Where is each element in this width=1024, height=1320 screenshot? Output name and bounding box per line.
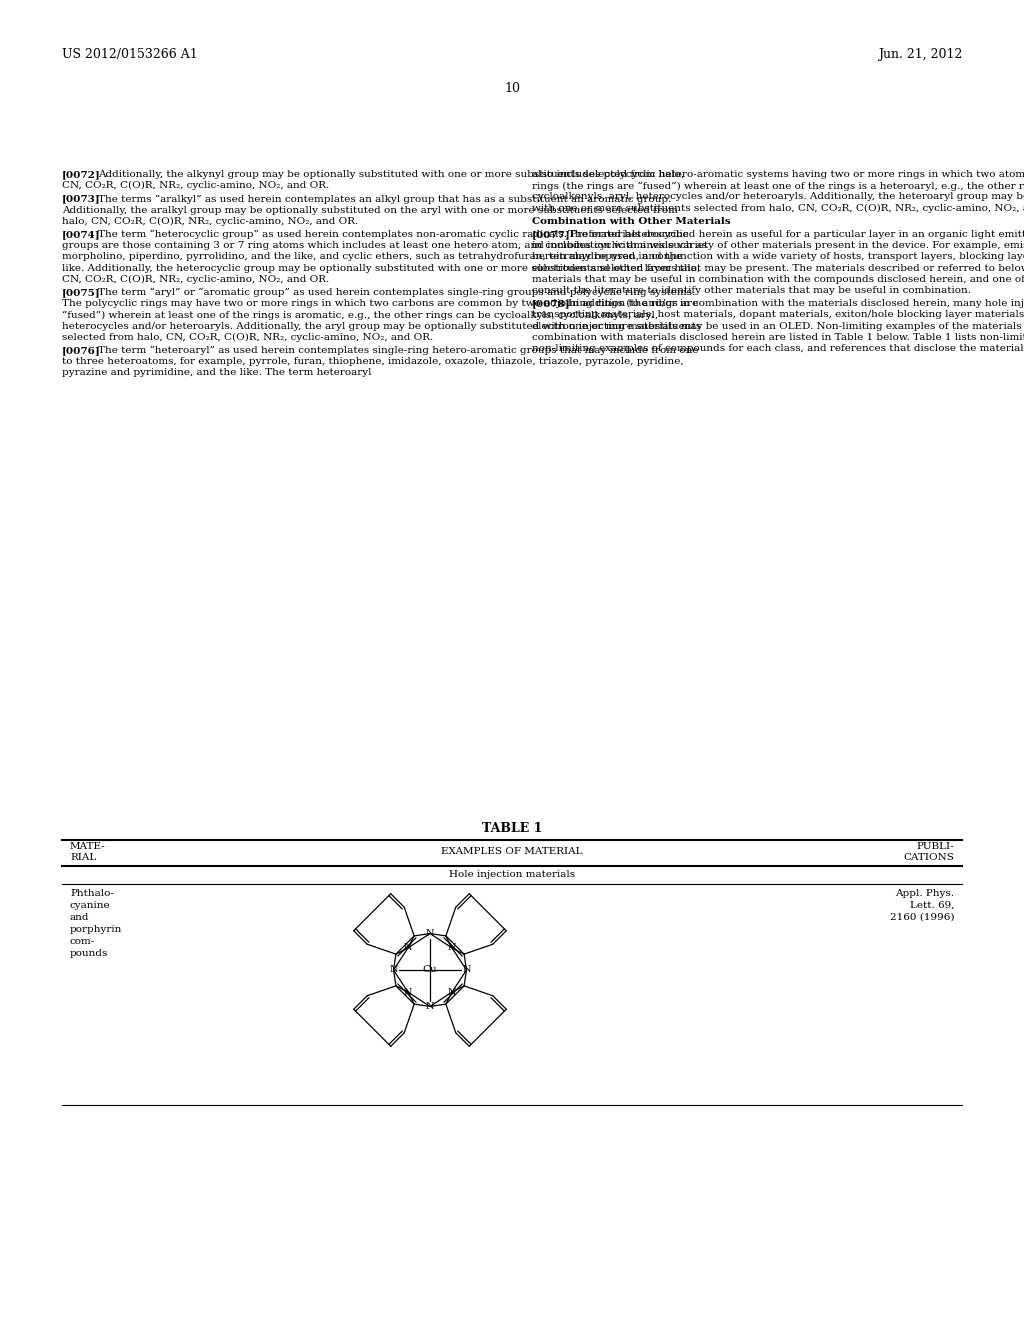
Text: like. Additionally, the heterocyclic group may be optionally substituted with on: like. Additionally, the heterocyclic gro…	[62, 264, 700, 273]
Text: The term “heteroaryl” as used herein contemplates single-ring hetero-aromatic gr: The term “heteroaryl” as used herein con…	[98, 346, 698, 355]
Text: com-: com-	[70, 937, 95, 946]
Text: The term “aryl” or “aromatic group” as used herein contemplates single-ring grou: The term “aryl” or “aromatic group” as u…	[98, 288, 695, 297]
Text: [0074]: [0074]	[62, 230, 100, 239]
Text: MATE-: MATE-	[70, 842, 105, 851]
Text: CATIONS: CATIONS	[903, 853, 954, 862]
Text: Phthalo-: Phthalo-	[70, 888, 114, 898]
Text: transporting materials, host materials, dopant materials, exiton/hole blocking l: transporting materials, host materials, …	[532, 310, 1024, 319]
Text: N: N	[389, 965, 397, 974]
Text: EXAMPLES OF MATERIAL: EXAMPLES OF MATERIAL	[441, 847, 583, 855]
Text: electrodes and other layers that may be present. The materials described or refe: electrodes and other layers that may be …	[532, 264, 1024, 273]
Text: cyanine: cyanine	[70, 902, 111, 909]
Text: halo, CN, CO₂R, C(O)R, NR₂, cyclic-amino, NO₂, and OR.: halo, CN, CO₂R, C(O)R, NR₂, cyclic-amino…	[62, 216, 358, 226]
Text: to three heteroatoms, for example, pyrrole, furan, thiophene, imidazole, oxazole: to three heteroatoms, for example, pyrro…	[62, 358, 684, 366]
Text: Jun. 21, 2012: Jun. 21, 2012	[878, 48, 962, 61]
Text: in combination with a wide variety of other materials present in the device. For: in combination with a wide variety of ot…	[532, 242, 1024, 251]
Text: also includes polycyclic hetero-aromatic systems having two or more rings in whi: also includes polycyclic hetero-aromatic…	[532, 170, 1024, 180]
Text: N: N	[426, 929, 434, 939]
Text: Combination with Other Materials: Combination with Other Materials	[532, 216, 731, 226]
Text: N: N	[447, 987, 457, 997]
Text: [0076]: [0076]	[62, 346, 100, 355]
Text: pyrazine and pyrimidine, and the like. The term heteroaryl: pyrazine and pyrimidine, and the like. T…	[62, 368, 372, 378]
Text: Additionally, the aralkyl group may be optionally substituted on the aryl with o: Additionally, the aralkyl group may be o…	[62, 206, 678, 215]
Text: RIAL: RIAL	[70, 853, 96, 862]
Text: heterocycles and/or heteroaryls. Additionally, the aryl group may be optionally : heterocycles and/or heteroaryls. Additio…	[62, 322, 701, 330]
Text: N: N	[403, 987, 413, 997]
Text: non-limiting examples of compounds for each class, and references that disclose : non-limiting examples of compounds for e…	[532, 345, 1024, 352]
Text: US 2012/0153266 A1: US 2012/0153266 A1	[62, 48, 198, 61]
Text: [0077]: [0077]	[532, 230, 570, 239]
Text: N: N	[403, 944, 413, 953]
Text: herein may be used in conjunction with a wide variety of hosts, transport layers: herein may be used in conjunction with a…	[532, 252, 1024, 261]
Text: materials that may be useful in combination with the compounds disclosed herein,: materials that may be useful in combinat…	[532, 275, 1024, 284]
Text: PUBLI-: PUBLI-	[916, 842, 954, 851]
Text: [0072]: [0072]	[62, 170, 100, 180]
Text: [0078]: [0078]	[532, 300, 570, 308]
Text: 10: 10	[504, 82, 520, 95]
Text: morpholino, piperdino, pyrrolidino, and the like, and cyclic ethers, such as tet: morpholino, piperdino, pyrrolidino, and …	[62, 252, 682, 261]
Text: consult the literature to identify other materials that may be useful in combina: consult the literature to identify other…	[532, 286, 971, 294]
Text: combination with materials disclosed herein are listed in Table 1 below. Table 1: combination with materials disclosed her…	[532, 333, 1024, 342]
Text: Lett. 69,: Lett. 69,	[909, 902, 954, 909]
Text: Additionally, the alkynyl group may be optionally substituted with one or more s: Additionally, the alkynyl group may be o…	[98, 170, 684, 180]
Text: The polycyclic rings may have two or more rings in which two carbons are common : The polycyclic rings may have two or mor…	[62, 300, 698, 309]
Text: N: N	[462, 965, 471, 974]
Text: In addition to and/or in combination with the materials disclosed herein, many h: In addition to and/or in combination wit…	[568, 300, 1024, 308]
Text: CN, CO₂R, C(O)R, NR₂, cyclic-amino, NO₂, and OR.: CN, CO₂R, C(O)R, NR₂, cyclic-amino, NO₂,…	[62, 181, 330, 190]
Text: electron injecting materials may be used in an OLED. Non-limiting examples of th: electron injecting materials may be used…	[532, 322, 1024, 330]
Text: cycloalkenyls, aryl, heterocycles and/or heteroaryls. Additionally, the heteroar: cycloalkenyls, aryl, heterocycles and/or…	[532, 193, 1024, 202]
Text: 2160 (1996): 2160 (1996)	[890, 913, 954, 921]
Text: CN, CO₂R, C(O)R, NR₂, cyclic-amino, NO₂, and OR.: CN, CO₂R, C(O)R, NR₂, cyclic-amino, NO₂,…	[62, 275, 330, 284]
Text: TABLE 1: TABLE 1	[482, 822, 542, 836]
Text: The terms “aralkyl” as used herein contemplates an alkyl group that has as a sub: The terms “aralkyl” as used herein conte…	[98, 194, 672, 203]
Text: with one or more substituents selected from halo, CN, CO₂R, C(O)R, NR₂, cyclic-a: with one or more substituents selected f…	[532, 203, 1024, 213]
Text: Hole injection materials: Hole injection materials	[449, 870, 575, 879]
Text: pounds: pounds	[70, 949, 109, 958]
Text: N: N	[447, 944, 457, 953]
Text: [0073]: [0073]	[62, 194, 100, 203]
Text: “fused”) wherein at least one of the rings is aromatic, e.g., the other rings ca: “fused”) wherein at least one of the rin…	[62, 310, 658, 319]
Text: [0075]: [0075]	[62, 288, 100, 297]
Text: The materials described herein as useful for a particular layer in an organic li: The materials described herein as useful…	[568, 230, 1024, 239]
Text: selected from halo, CN, CO₂R, C(O)R, NR₂, cyclic-amino, NO₂, and OR.: selected from halo, CN, CO₂R, C(O)R, NR₂…	[62, 333, 433, 342]
Text: N: N	[426, 1002, 434, 1011]
Text: and: and	[70, 913, 89, 921]
Text: The term “heterocyclic group” as used herein contemplates non-aromatic cyclic ra: The term “heterocyclic group” as used he…	[98, 230, 688, 239]
Text: Appl. Phys.: Appl. Phys.	[895, 888, 954, 898]
Text: Cu: Cu	[423, 965, 437, 974]
Text: rings (the rings are “fused”) wherein at least one of the rings is a heteroaryl,: rings (the rings are “fused”) wherein at…	[532, 181, 1024, 190]
Text: porphyrin: porphyrin	[70, 925, 123, 935]
Text: groups are those containing 3 or 7 ring atoms which includes at least one hetero: groups are those containing 3 or 7 ring …	[62, 242, 708, 251]
